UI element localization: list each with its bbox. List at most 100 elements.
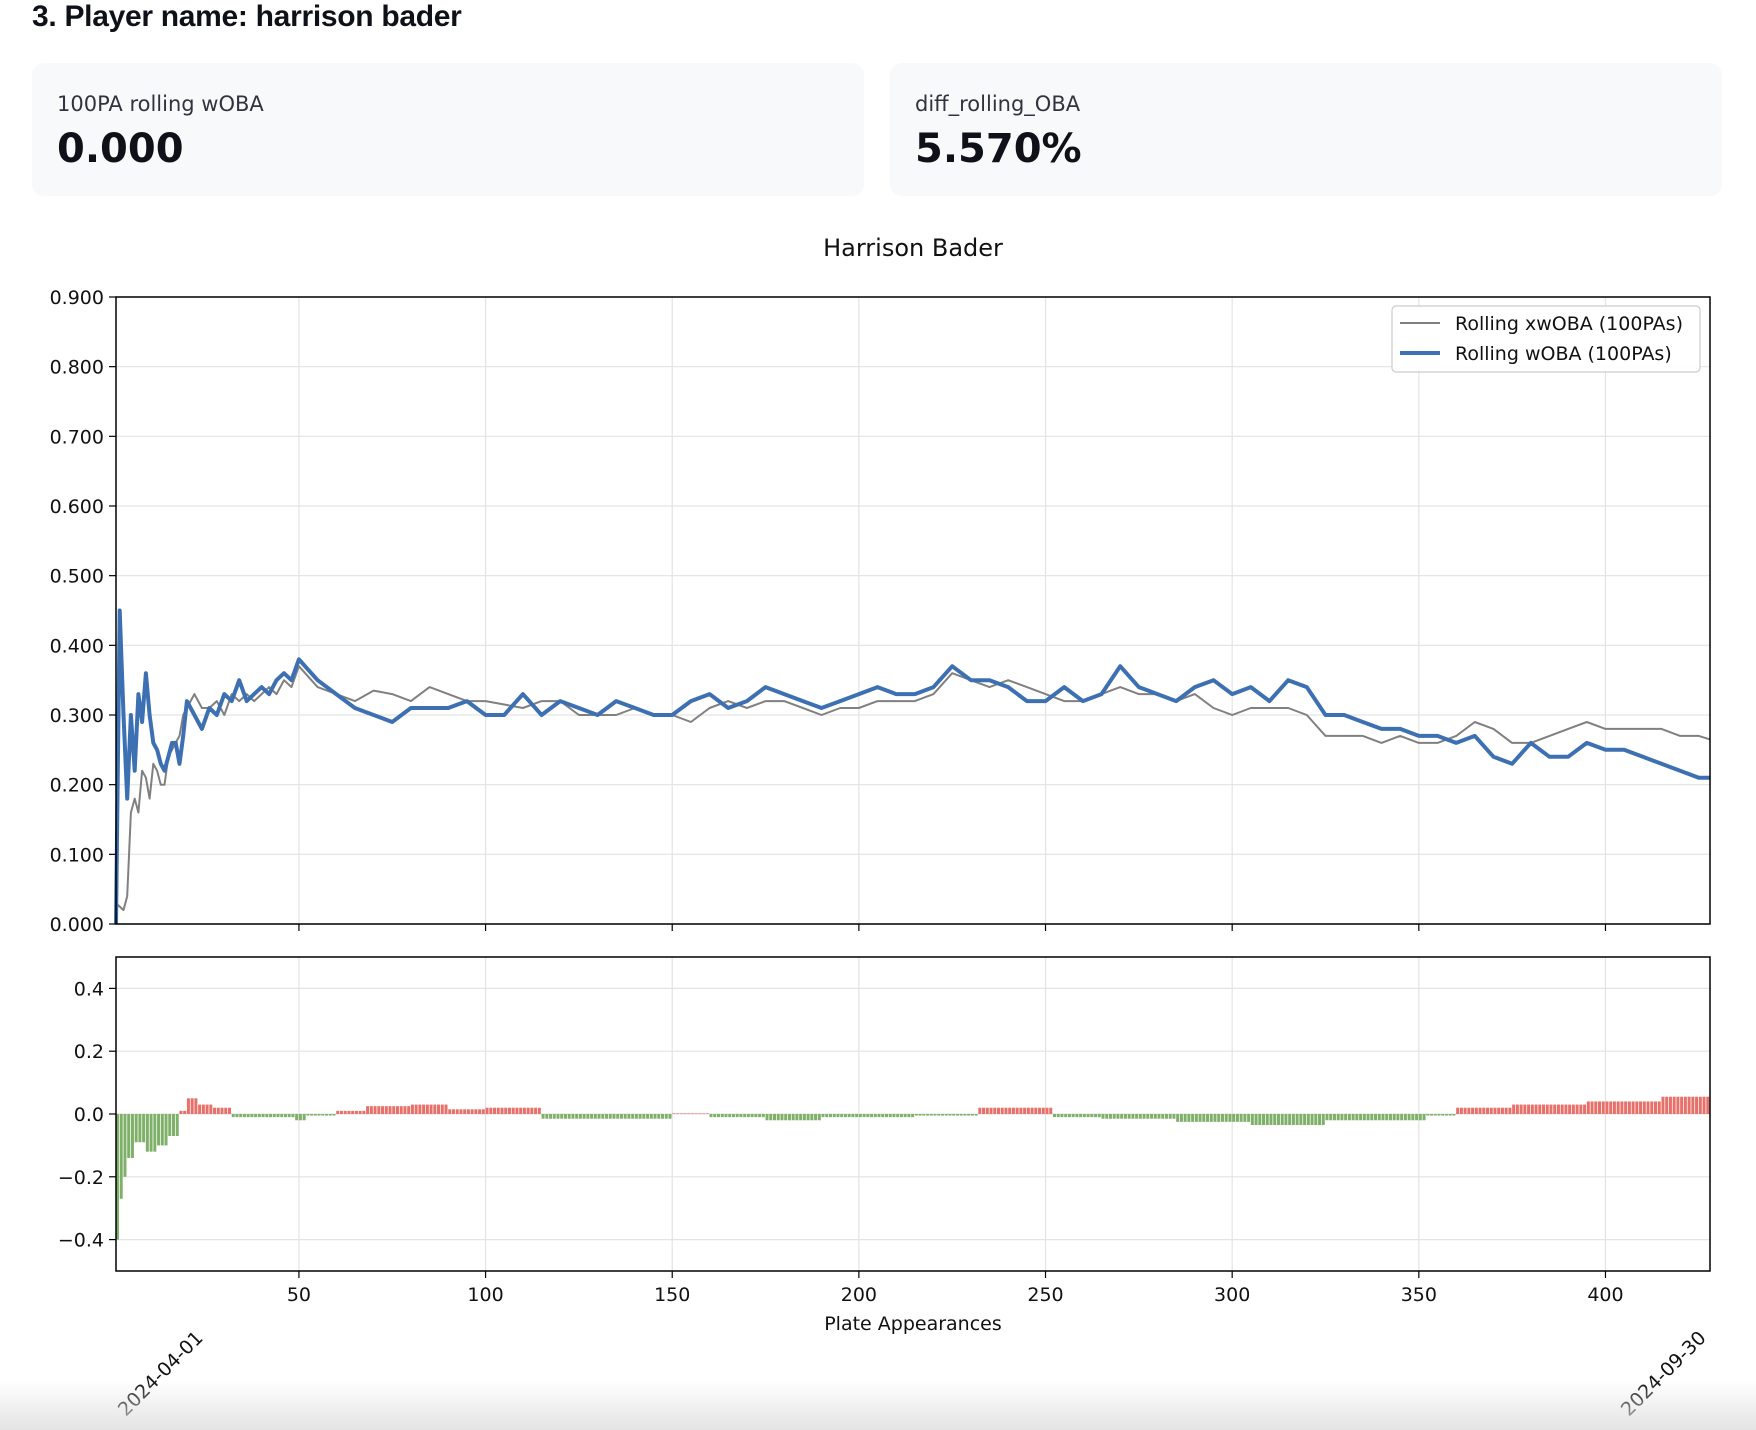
diff-bar-positive	[186, 1098, 190, 1114]
diff-bar-negative	[1325, 1114, 1329, 1121]
diff-bar-positive	[354, 1110, 358, 1114]
diff-bar-positive	[522, 1107, 526, 1114]
chart-title: Harrison Bader	[823, 234, 1003, 262]
diff-bar-negative	[1433, 1114, 1437, 1116]
diff-bar-positive	[1672, 1096, 1676, 1114]
diff-bar-negative	[851, 1114, 855, 1118]
diff-bar-negative	[1329, 1114, 1333, 1121]
diff-bar-positive	[1549, 1104, 1553, 1114]
diff-bar-negative	[142, 1114, 146, 1143]
diff-bar-positive	[1474, 1107, 1478, 1114]
diff-bar-positive	[982, 1107, 986, 1114]
diff-bar-positive	[459, 1109, 463, 1114]
diff-bar-positive	[1015, 1107, 1019, 1114]
diff-bar-negative	[1164, 1114, 1168, 1119]
diff-bar-negative	[720, 1114, 724, 1118]
diff-bar-negative	[119, 1114, 123, 1199]
diff-bar-positive	[403, 1106, 407, 1114]
metric-card-rolling-woba: 100PA rolling wOBA 0.000	[32, 63, 864, 196]
diff-bar-positive	[687, 1113, 691, 1114]
diff-bar-positive	[478, 1109, 482, 1114]
diff-bar-positive	[1691, 1096, 1695, 1114]
diff-bar-negative	[1157, 1114, 1161, 1119]
diff-bar-positive	[1624, 1101, 1628, 1114]
x-tick-label: 300	[1214, 1284, 1250, 1306]
diff-bar-positive	[1004, 1107, 1008, 1114]
diff-bar-negative	[743, 1114, 747, 1118]
diff-bar-positive	[194, 1098, 198, 1114]
diff-bar-positive	[425, 1104, 429, 1114]
diff-bar-negative	[578, 1114, 582, 1119]
diff-bar-negative	[1359, 1114, 1363, 1121]
diff-bar-negative	[1179, 1114, 1183, 1122]
diff-bar-positive	[519, 1107, 523, 1114]
diff-bar-negative	[761, 1114, 765, 1118]
diff-chart-bars	[116, 1096, 1710, 1240]
diff-bar-positive	[395, 1106, 399, 1114]
diff-bar-negative	[1321, 1114, 1325, 1125]
diff-bar-positive	[1019, 1107, 1023, 1114]
diff-bar-negative	[1116, 1114, 1120, 1119]
diff-bar-negative	[549, 1114, 553, 1119]
diff-bar-positive	[1459, 1107, 1463, 1114]
diff-bar-negative	[619, 1114, 623, 1119]
diff-bar-positive	[1038, 1107, 1042, 1114]
diff-bar-negative	[780, 1114, 784, 1121]
diff-bar-positive	[679, 1113, 683, 1114]
diff-bar-negative	[1108, 1114, 1112, 1119]
diff-bar-negative	[295, 1114, 299, 1121]
diff-bar-negative	[1340, 1114, 1344, 1121]
diff-bar-negative	[1299, 1114, 1303, 1125]
diff-bar-negative	[1224, 1114, 1228, 1122]
diff-bar-negative	[280, 1114, 284, 1118]
diff-bar-negative	[974, 1114, 978, 1116]
diff-bar-negative	[171, 1114, 175, 1136]
diff-bar-positive	[702, 1113, 706, 1114]
diff-bar-negative	[283, 1114, 287, 1118]
diff-bar-negative	[855, 1114, 859, 1118]
diff-bar-positive	[336, 1110, 340, 1114]
diff-bar-negative	[750, 1114, 754, 1118]
diff-bar-negative	[1347, 1114, 1351, 1121]
diff-bar-positive	[179, 1110, 183, 1114]
metric-label: diff_rolling_OBA	[915, 92, 1081, 116]
diff-bar-negative	[328, 1114, 332, 1116]
diff-bar-positive	[1482, 1107, 1486, 1114]
diff-bar-positive	[209, 1104, 213, 1114]
diff-bar-negative	[1146, 1114, 1150, 1119]
diff-bar-positive	[381, 1106, 385, 1114]
diff-bar-negative	[1385, 1114, 1389, 1121]
y-tick-label: 0.100	[50, 844, 104, 866]
diff-bar-negative	[1176, 1114, 1180, 1122]
diff-bar-negative	[257, 1114, 261, 1118]
diff-bar-negative	[765, 1114, 769, 1121]
diff-bar-negative	[1262, 1114, 1266, 1125]
diff-bar-negative	[317, 1114, 321, 1116]
diff-bar-negative	[593, 1114, 597, 1119]
diff-bar-negative	[810, 1114, 814, 1121]
diff-bar-negative	[1183, 1114, 1187, 1122]
diff-bar-positive	[1586, 1101, 1590, 1114]
diff-bar-positive	[1008, 1107, 1012, 1114]
diff-bar-negative	[325, 1114, 329, 1116]
diff-bar-positive	[1049, 1107, 1053, 1114]
diff-bar-positive	[1605, 1101, 1609, 1114]
diff-bar-negative	[134, 1114, 138, 1143]
diff-bar-positive	[1609, 1101, 1613, 1114]
diff-bar-negative	[567, 1114, 571, 1119]
diff-bar-positive	[683, 1113, 687, 1114]
diff-bar-negative	[1295, 1114, 1299, 1125]
diff-bar-negative	[784, 1114, 788, 1121]
diff-bar-positive	[1668, 1096, 1672, 1114]
diff-bar-positive	[1616, 1101, 1620, 1114]
diff-bar-negative	[601, 1114, 605, 1119]
diff-bar-positive	[1023, 1107, 1027, 1114]
diff-bar-negative	[552, 1114, 556, 1119]
diff-bar-negative	[1168, 1114, 1172, 1119]
diff-bar-positive	[1575, 1104, 1579, 1114]
metric-label: 100PA rolling wOBA	[57, 92, 264, 116]
diff-bar-negative	[1060, 1114, 1064, 1118]
diff-bar-positive	[989, 1107, 993, 1114]
diff-bar-negative	[1284, 1114, 1288, 1125]
